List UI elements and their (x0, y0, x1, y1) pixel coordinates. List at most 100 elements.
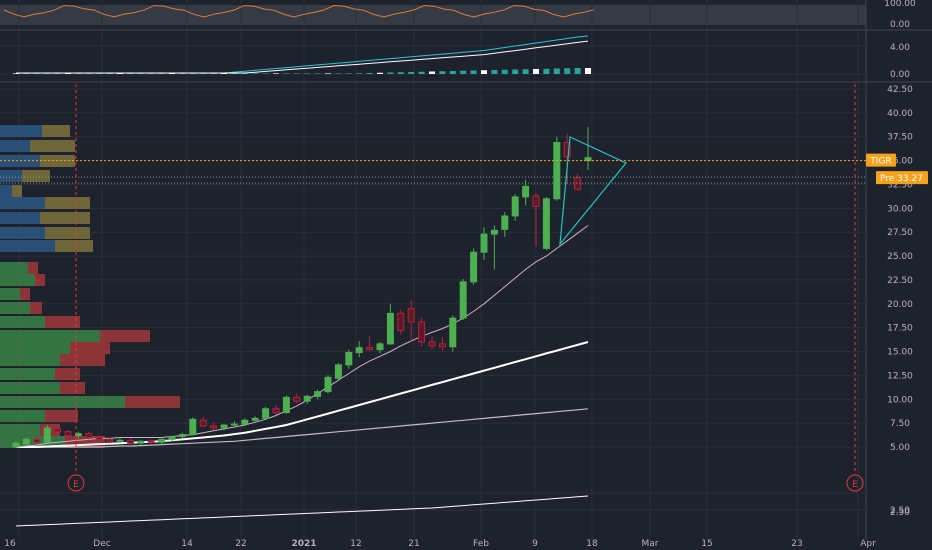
candle-body (511, 196, 519, 217)
macd-histogram-bar (13, 73, 19, 74)
y-tick-label: 40.00 (887, 109, 913, 119)
symbol-tag-bg (866, 153, 896, 167)
candle-body (470, 251, 478, 283)
volume-profile-bar (60, 382, 85, 394)
candle-body (386, 312, 394, 345)
macd-signal-line (16, 40, 589, 74)
macd-histogram-bar (33, 73, 40, 74)
macd-histogram-bar (44, 73, 51, 74)
earnings-marker (67, 474, 85, 492)
volume-profile-bar (0, 354, 60, 366)
candle-body (22, 438, 30, 445)
volume-profile-bar (0, 140, 30, 152)
volume-profile-bar (30, 140, 75, 152)
x-tick-label: 16 (4, 539, 16, 549)
volume-profile-bar (0, 330, 100, 342)
macd-histogram-bar (429, 71, 435, 74)
y-tick-label: 5.00 (890, 443, 910, 453)
candle-body (303, 395, 311, 402)
candle-body (553, 141, 561, 200)
y-tick-label: 32.50 (887, 180, 913, 190)
candle-body (12, 442, 20, 448)
candle-body (428, 341, 436, 347)
volume-profile-bar (0, 274, 35, 286)
candle-body (199, 419, 207, 427)
candle-body (54, 428, 62, 433)
candle-body (449, 317, 457, 348)
volume-profile-bar (0, 212, 40, 224)
macd-histogram-bar (533, 69, 539, 74)
macd-histogram-bar (314, 73, 321, 74)
y-tick-label: 25.00 (887, 252, 913, 262)
candle-body (376, 343, 384, 351)
candle-body (126, 439, 134, 444)
macd-histogram-bar (470, 70, 477, 74)
candle-body (366, 347, 374, 351)
macd-histogram-bar (449, 71, 456, 74)
x-tick-label: Feb (473, 539, 489, 549)
macd-histogram-bar (418, 71, 425, 74)
candle-body (33, 438, 41, 443)
volume-profile-bar (0, 396, 125, 408)
candle-body (189, 418, 197, 436)
symbol-tag: TIGR (869, 157, 891, 167)
volume-profile-bar (70, 342, 110, 354)
candle-body (158, 438, 166, 443)
macd-histogram-bar (522, 69, 529, 74)
macd-histogram-bar (137, 73, 144, 74)
earnings-label: E (852, 480, 858, 490)
macd-tick-label: 0.00 (890, 70, 910, 80)
candle-body (532, 195, 540, 207)
candle-body (147, 440, 155, 443)
volume-profile-bar (55, 368, 80, 380)
volume-profile-bar (20, 288, 30, 300)
macd-histogram-bar (304, 73, 311, 74)
candle-body (438, 343, 446, 348)
candle-body (355, 347, 363, 353)
x-tick-label: 23 (791, 539, 802, 549)
candle-body (43, 427, 51, 443)
macd-histogram-bar (127, 73, 134, 74)
macd-histogram-bar (366, 73, 373, 74)
candle-body (137, 440, 145, 444)
rsi-tick-label: 100.00 (884, 0, 916, 9)
macd-histogram-bar (252, 73, 259, 74)
candle-body (490, 229, 498, 235)
y-tick-label: 22.50 (887, 276, 913, 286)
macd-histogram-bar (273, 73, 279, 74)
volume-profile-bar (100, 330, 150, 342)
candle-body (241, 419, 249, 425)
macd-histogram-bar (169, 73, 175, 74)
macd-histogram-bar (377, 72, 383, 74)
volume-profile-bar (0, 125, 42, 137)
volume-profile-bar (35, 274, 45, 286)
volume-profile-bar (28, 262, 38, 274)
pre-tag: Pre 33.27 (880, 174, 923, 184)
macd-histogram-bar (241, 73, 248, 74)
candle-body (542, 198, 550, 249)
volume-profile-bar (45, 316, 80, 328)
candle-body (314, 391, 322, 397)
macd-histogram-bar (501, 69, 508, 74)
candle-body (293, 396, 301, 402)
pre-tag-bg (876, 171, 928, 185)
candle-body (334, 364, 342, 379)
volume-profile-bar (0, 302, 30, 314)
y-tick-label: 12.50 (887, 371, 913, 381)
macd-histogram-bar (397, 72, 404, 74)
macd-histogram-bar (585, 68, 591, 74)
x-tick-label: 18 (586, 539, 598, 549)
volume-profile-bar (60, 354, 105, 366)
macd-histogram-bar (325, 73, 331, 74)
macd-histogram-bar (293, 73, 300, 74)
candle-body (459, 281, 467, 319)
macd-histogram-bar (54, 73, 61, 74)
volume-profile-bar (45, 227, 90, 239)
x-tick-label: 2021 (291, 539, 316, 549)
volume-profile-bar (0, 185, 12, 197)
macd-histogram-bar (210, 73, 217, 74)
candle-body (178, 434, 186, 437)
macd-histogram-bar (117, 73, 123, 74)
